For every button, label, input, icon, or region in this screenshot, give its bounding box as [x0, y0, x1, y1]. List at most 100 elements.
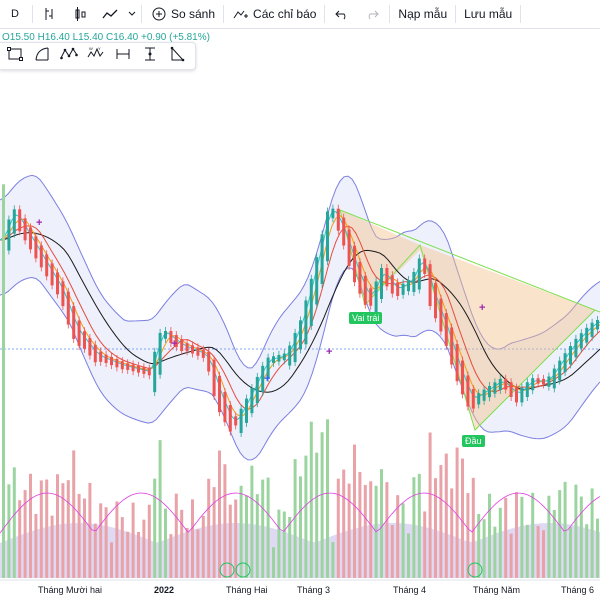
load-template-button[interactable]: Nạp mẫu [392, 0, 453, 28]
triangle-tool-button[interactable] [166, 45, 188, 67]
volume-bar [277, 509, 281, 578]
svg-text:W: W [89, 46, 93, 51]
volume-bar [169, 534, 173, 578]
volume-bar [525, 524, 529, 578]
event-marker [467, 562, 483, 578]
candle-body [45, 254, 49, 277]
bar-type-button[interactable] [35, 0, 65, 28]
volume-bar [493, 526, 497, 578]
curve-tool-button[interactable] [31, 45, 53, 67]
save-template-button[interactable]: Lưu mẫu [458, 0, 518, 28]
candle-body [353, 245, 356, 283]
signal-marker: + [326, 346, 332, 358]
candle-type-button[interactable] [65, 0, 95, 28]
candle-body [93, 344, 97, 363]
volume-bar [444, 453, 448, 578]
redo-button[interactable] [357, 0, 387, 28]
candle-body [23, 218, 27, 241]
pattern-neckline [339, 209, 600, 313]
candle-body [374, 281, 378, 313]
candle-body [590, 322, 594, 337]
candle-body [407, 280, 410, 292]
volume-bar [552, 510, 556, 578]
x-axis-label-apr: Tháng 4 [393, 585, 427, 595]
candle-body [439, 298, 443, 332]
candle-body [434, 283, 437, 319]
volume-bar [12, 467, 16, 578]
volume-bar [482, 519, 486, 578]
candle-body [7, 219, 11, 251]
candle-body [272, 356, 275, 363]
ohlc-high: H16.40 [37, 32, 70, 43]
volume-bar [196, 529, 200, 578]
toolbar-divider [32, 5, 33, 23]
volume-bar [88, 482, 92, 578]
fib-tool-icon [142, 46, 158, 67]
candle-body [245, 398, 248, 423]
toolbar-divider [455, 5, 457, 23]
volume-bar [34, 513, 38, 578]
timeframe-button[interactable]: D [0, 0, 30, 28]
volume-bar [471, 477, 475, 578]
volume-bar [83, 498, 86, 578]
bars-pattern-button[interactable] [112, 45, 134, 67]
candle-body [158, 332, 162, 375]
fib-tool-button[interactable] [139, 45, 161, 67]
volume-bar [228, 504, 232, 578]
candle-body [250, 388, 254, 414]
volume-bar [147, 504, 151, 578]
save-template-label: Lưu mẫu [464, 7, 513, 21]
candle-body [331, 208, 335, 219]
candle-body [131, 364, 135, 372]
volume-bar [563, 481, 567, 578]
chart-type-dropdown[interactable] [125, 0, 139, 28]
volume-bar [558, 490, 562, 578]
event-marker [219, 562, 235, 578]
candle-body [498, 378, 502, 390]
candle-body [466, 375, 470, 407]
candle-body [309, 278, 313, 326]
signal-marker: + [264, 373, 270, 385]
volume-bar [542, 530, 545, 578]
volume-bar [390, 525, 394, 578]
candle-body [29, 227, 32, 250]
candle-body [12, 209, 16, 234]
candle-body [482, 389, 486, 401]
undo-button[interactable] [327, 0, 357, 28]
volume-bar [461, 458, 464, 578]
volume-bar [261, 479, 265, 578]
volume-bar [455, 447, 459, 578]
candle-body [261, 365, 265, 393]
volume-bar [336, 478, 340, 578]
volume-bar [234, 499, 238, 578]
xabcd-pattern-button[interactable] [58, 45, 80, 67]
candle-body [450, 327, 454, 365]
volume-bar [207, 478, 211, 578]
line-type-button[interactable] [95, 0, 125, 28]
candle-body [72, 306, 76, 339]
volume-bar [288, 516, 292, 578]
candle-icon [71, 5, 89, 23]
candle-body [558, 360, 562, 381]
compare-button[interactable]: So sánh [144, 0, 221, 28]
candle-body [574, 338, 578, 358]
volume-bar [423, 511, 427, 578]
indicators-button[interactable]: Các chỉ báo [226, 0, 322, 28]
candle-body [596, 320, 599, 330]
volume-bar [2, 184, 5, 579]
xabcd-pattern-icon [60, 46, 78, 67]
rectangle-tool-button[interactable] [4, 45, 26, 67]
candle-body [461, 360, 464, 395]
candle-body [520, 387, 524, 403]
candle-body [525, 382, 529, 397]
candle-body [169, 331, 173, 344]
candle-body [277, 354, 281, 362]
volume-bar [515, 492, 518, 578]
volume-bar [466, 493, 470, 578]
volume-bar [50, 515, 54, 578]
candle-body [326, 211, 329, 262]
volume-bar [158, 440, 162, 578]
candle-body [347, 229, 351, 266]
